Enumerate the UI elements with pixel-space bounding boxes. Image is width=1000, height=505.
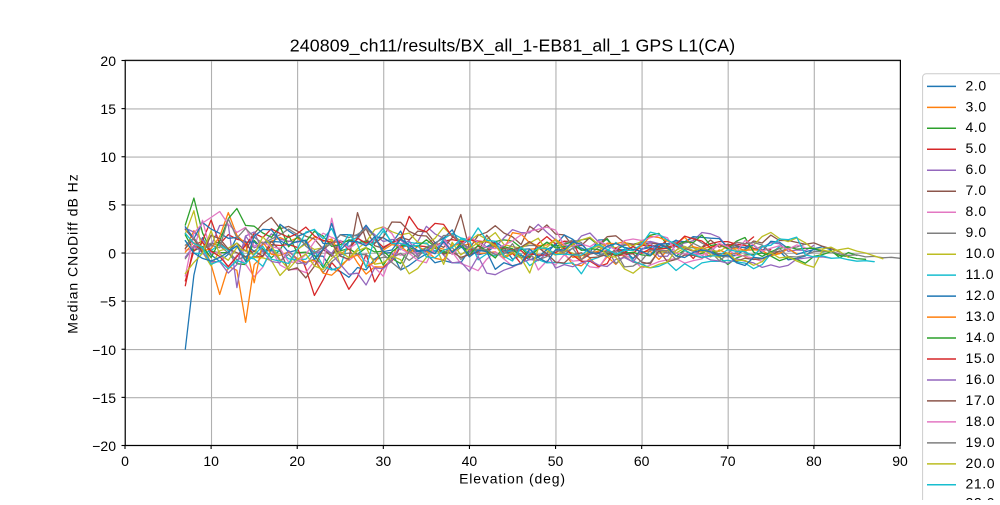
svg-text:16.0: 16.0 <box>966 371 996 387</box>
svg-text:−15: −15 <box>92 390 116 406</box>
svg-text:18.0: 18.0 <box>966 413 996 429</box>
svg-text:20: 20 <box>289 453 305 469</box>
svg-text:3.0: 3.0 <box>966 98 987 114</box>
svg-text:10: 10 <box>203 453 219 469</box>
svg-text:9.0: 9.0 <box>966 224 987 240</box>
svg-text:90: 90 <box>892 453 908 469</box>
svg-text:20: 20 <box>100 53 116 69</box>
svg-text:0: 0 <box>108 246 116 262</box>
svg-text:−10: −10 <box>92 342 116 358</box>
svg-text:50: 50 <box>548 453 564 469</box>
svg-text:Median CNoDiff dB Hz: Median CNoDiff dB Hz <box>65 173 81 334</box>
svg-text:2.0: 2.0 <box>966 77 987 93</box>
svg-text:10.0: 10.0 <box>966 245 996 261</box>
svg-text:22.0: 22.0 <box>966 495 996 501</box>
svg-text:15: 15 <box>100 101 116 117</box>
svg-text:10: 10 <box>100 149 116 165</box>
svg-text:−20: −20 <box>92 438 116 454</box>
svg-text:30: 30 <box>376 453 392 469</box>
svg-text:21.0: 21.0 <box>966 476 996 492</box>
svg-text:60: 60 <box>634 453 650 469</box>
svg-text:8.0: 8.0 <box>966 203 987 219</box>
svg-text:14.0: 14.0 <box>966 329 996 345</box>
svg-text:4.0: 4.0 <box>966 119 987 135</box>
svg-text:17.0: 17.0 <box>966 392 996 408</box>
svg-text:5: 5 <box>108 197 116 213</box>
svg-text:70: 70 <box>720 453 736 469</box>
svg-text:7.0: 7.0 <box>966 182 987 198</box>
svg-text:19.0: 19.0 <box>966 434 996 450</box>
svg-text:−5: −5 <box>100 294 116 310</box>
svg-text:15.0: 15.0 <box>966 350 996 366</box>
svg-text:12.0: 12.0 <box>966 287 996 303</box>
svg-text:40: 40 <box>462 453 478 469</box>
svg-text:11.0: 11.0 <box>966 266 995 282</box>
svg-text:13.0: 13.0 <box>966 308 996 324</box>
svg-text:6.0: 6.0 <box>966 161 987 177</box>
svg-text:0: 0 <box>121 453 129 469</box>
svg-text:80: 80 <box>806 453 822 469</box>
svg-text:Elevation (deg): Elevation (deg) <box>459 471 566 487</box>
svg-text:240809_ch11/results/BX_all_1-E: 240809_ch11/results/BX_all_1-EB81_all_1 … <box>290 36 736 57</box>
svg-text:20.0: 20.0 <box>966 455 996 471</box>
svg-text:5.0: 5.0 <box>966 140 987 156</box>
